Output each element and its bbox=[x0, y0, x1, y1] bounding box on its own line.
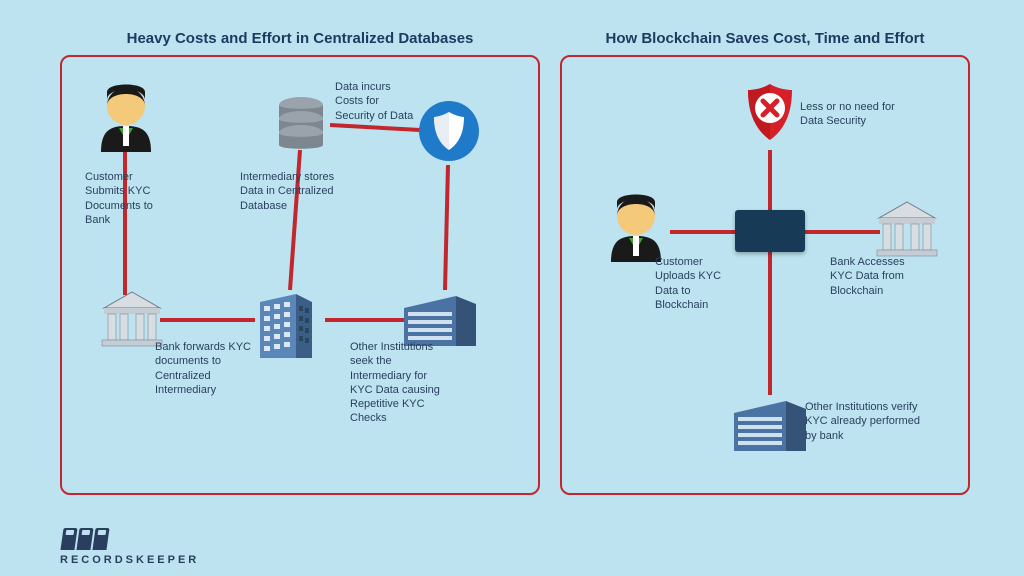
right-panel-title: How Blockchain Saves Cost, Time and Effo… bbox=[560, 30, 970, 47]
other-institution-icon-right bbox=[730, 395, 810, 456]
shield-icon bbox=[418, 100, 480, 167]
label-bank-right: Bank Accesses KYC Data from Blockchain bbox=[830, 255, 915, 298]
shield-x-icon bbox=[740, 80, 800, 151]
recordskeeper-logo: RECORDSKEEPER bbox=[60, 528, 199, 566]
logo-text: RECORDSKEEPER bbox=[60, 554, 199, 566]
label-otherinst-left: Other Institutions seek the Intermediary… bbox=[350, 340, 450, 426]
label-bank-left: Bank forwards KYC documents to Centraliz… bbox=[155, 340, 265, 397]
blockchain-node-icon bbox=[735, 210, 805, 252]
label-shield-left: Data incurs Costs for Security of Data bbox=[335, 80, 415, 123]
label-customer-left: Customer Submits KYC Documents to Bank bbox=[85, 170, 165, 227]
database-icon bbox=[275, 95, 327, 160]
label-otherinst-right: Other Institutions verify KYC already pe… bbox=[805, 400, 925, 443]
bank-icon-right bbox=[875, 200, 939, 263]
customer-icon bbox=[95, 80, 157, 157]
label-customer-right: Customer Uploads KYC Data to Blockchain bbox=[655, 255, 740, 312]
label-intermediary: Intermediary stores Data in Centralized … bbox=[240, 170, 335, 213]
label-shieldx: Less or no need for Data Security bbox=[800, 100, 900, 129]
left-panel-title: Heavy Costs and Effort in Centralized Da… bbox=[60, 30, 540, 47]
